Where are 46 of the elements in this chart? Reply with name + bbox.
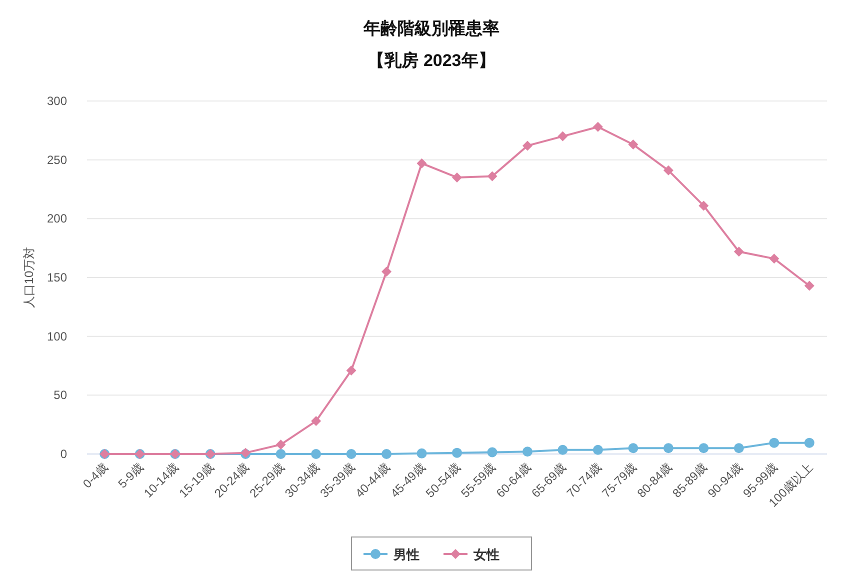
- point: [769, 438, 780, 448]
- y-tick-label: 0: [60, 447, 68, 461]
- point: [311, 449, 322, 459]
- point: [558, 131, 568, 142]
- point: [416, 448, 427, 458]
- legend-label: 男性: [392, 547, 420, 562]
- x-tick-label: 0-4歳: [80, 460, 111, 491]
- y-tick-label: 150: [46, 270, 68, 284]
- y-tick-label: 250: [46, 152, 68, 167]
- point: [276, 449, 286, 459]
- chart-subtitle: 【乳房 2023年】: [368, 51, 496, 70]
- point: [663, 443, 674, 454]
- point: [452, 448, 462, 458]
- point: [734, 246, 744, 257]
- point: [276, 440, 286, 450]
- point: [628, 443, 638, 454]
- point: [487, 447, 498, 458]
- point: [487, 171, 498, 182]
- point: [698, 443, 709, 454]
- point: [382, 449, 392, 459]
- point: [452, 172, 462, 182]
- point: [663, 165, 674, 176]
- y-tick-label: 100: [46, 329, 68, 344]
- point: [346, 365, 356, 376]
- point: [346, 449, 356, 459]
- x-tick-label: 5-9歳: [115, 460, 146, 491]
- point: [592, 122, 603, 132]
- point: [734, 443, 744, 454]
- point: [382, 266, 392, 277]
- point: [698, 200, 709, 211]
- legend-label: 女性: [472, 547, 500, 562]
- point: [311, 416, 322, 426]
- point: [769, 254, 780, 264]
- point: [558, 444, 568, 455]
- point: [804, 438, 814, 448]
- y-tick-label: 300: [46, 94, 68, 108]
- point: [522, 140, 532, 151]
- point: [804, 280, 814, 291]
- point: [522, 446, 532, 457]
- point: [592, 444, 603, 455]
- chart-title: 年齢階級別罹患率: [362, 19, 500, 38]
- point: [416, 158, 427, 168]
- y-axis-title: 人口10万対: [22, 246, 36, 308]
- point: [628, 140, 638, 150]
- y-tick-label: 50: [54, 388, 68, 402]
- y-tick-label: 200: [46, 212, 68, 226]
